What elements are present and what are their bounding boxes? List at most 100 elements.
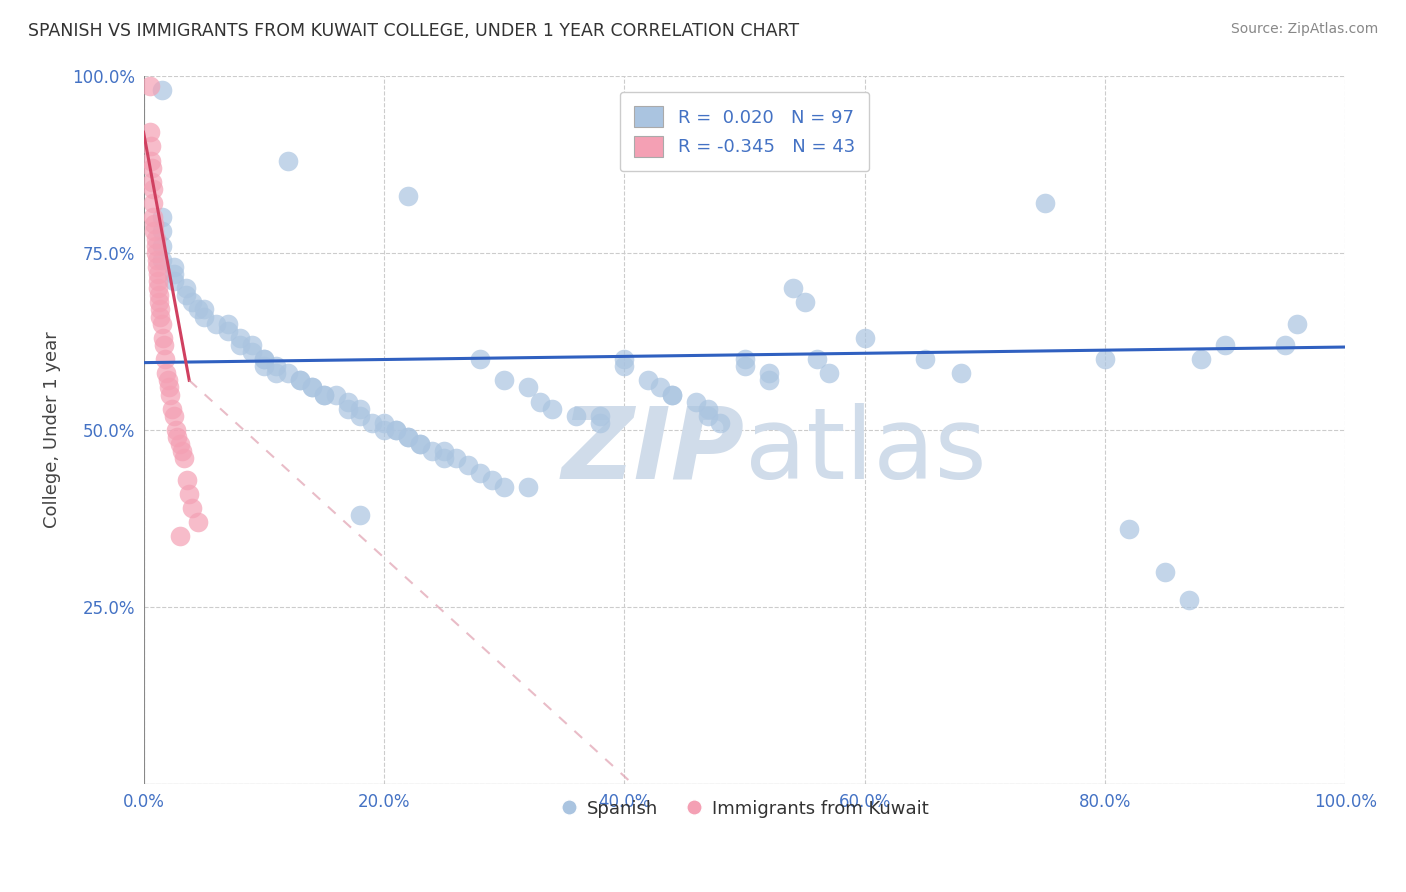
Point bbox=[166, 430, 188, 444]
Text: Source: ZipAtlas.com: Source: ZipAtlas.com bbox=[1230, 22, 1378, 37]
Point bbox=[155, 366, 177, 380]
Point bbox=[148, 295, 170, 310]
Point bbox=[157, 380, 180, 394]
Point bbox=[288, 373, 311, 387]
Point bbox=[433, 451, 456, 466]
Point bbox=[264, 366, 287, 380]
Point bbox=[697, 409, 720, 423]
Point bbox=[758, 373, 780, 387]
Point bbox=[253, 352, 276, 367]
Point bbox=[734, 352, 756, 367]
Point bbox=[301, 380, 323, 394]
Point bbox=[385, 423, 408, 437]
Point bbox=[1154, 565, 1177, 579]
Point bbox=[141, 175, 163, 189]
Point bbox=[148, 288, 170, 302]
Text: ZIP: ZIP bbox=[561, 403, 745, 500]
Point bbox=[1178, 593, 1201, 607]
Point bbox=[142, 211, 165, 225]
Point bbox=[150, 225, 173, 239]
Point bbox=[697, 401, 720, 416]
Point bbox=[150, 83, 173, 97]
Point bbox=[138, 125, 160, 139]
Point bbox=[433, 444, 456, 458]
Point bbox=[373, 416, 395, 430]
Point bbox=[1094, 352, 1116, 367]
Point bbox=[146, 267, 169, 281]
Point bbox=[187, 302, 209, 317]
Point bbox=[150, 317, 173, 331]
Point bbox=[481, 473, 503, 487]
Point bbox=[1118, 522, 1140, 536]
Point bbox=[193, 310, 215, 324]
Point bbox=[162, 267, 184, 281]
Point bbox=[734, 359, 756, 374]
Point bbox=[589, 409, 612, 423]
Point bbox=[782, 281, 804, 295]
Point bbox=[853, 331, 876, 345]
Text: atlas: atlas bbox=[745, 403, 986, 500]
Point bbox=[153, 338, 176, 352]
Point bbox=[146, 252, 169, 267]
Point bbox=[468, 352, 491, 367]
Point bbox=[174, 281, 197, 295]
Point bbox=[613, 352, 636, 367]
Point bbox=[336, 394, 359, 409]
Point bbox=[141, 161, 163, 175]
Point bbox=[637, 373, 659, 387]
Point bbox=[173, 451, 195, 466]
Point bbox=[914, 352, 936, 367]
Point bbox=[145, 238, 167, 252]
Point bbox=[468, 466, 491, 480]
Point bbox=[373, 423, 395, 437]
Point bbox=[253, 352, 276, 367]
Point bbox=[409, 437, 432, 451]
Point bbox=[949, 366, 972, 380]
Point bbox=[349, 409, 371, 423]
Point bbox=[150, 211, 173, 225]
Point bbox=[517, 480, 540, 494]
Point bbox=[444, 451, 467, 466]
Point bbox=[494, 480, 516, 494]
Point bbox=[277, 366, 299, 380]
Point bbox=[817, 366, 839, 380]
Point bbox=[685, 394, 707, 409]
Point bbox=[180, 295, 202, 310]
Point bbox=[162, 260, 184, 274]
Point bbox=[143, 225, 166, 239]
Point bbox=[336, 401, 359, 416]
Point bbox=[150, 252, 173, 267]
Point bbox=[312, 387, 335, 401]
Point bbox=[517, 380, 540, 394]
Point bbox=[1213, 338, 1236, 352]
Point bbox=[138, 79, 160, 94]
Point bbox=[409, 437, 432, 451]
Point bbox=[709, 416, 731, 430]
Point bbox=[1189, 352, 1212, 367]
Point bbox=[169, 437, 191, 451]
Point bbox=[156, 373, 179, 387]
Point bbox=[589, 416, 612, 430]
Point bbox=[142, 196, 165, 211]
Point bbox=[565, 409, 588, 423]
Point bbox=[1286, 317, 1309, 331]
Point bbox=[179, 487, 201, 501]
Point bbox=[385, 423, 408, 437]
Point bbox=[204, 317, 226, 331]
Point bbox=[150, 238, 173, 252]
Point bbox=[661, 387, 683, 401]
Point bbox=[228, 338, 250, 352]
Point bbox=[145, 231, 167, 245]
Point bbox=[1274, 338, 1296, 352]
Point bbox=[240, 338, 263, 352]
Point bbox=[277, 153, 299, 168]
Point bbox=[176, 473, 198, 487]
Point bbox=[142, 182, 165, 196]
Point bbox=[529, 394, 551, 409]
Point bbox=[457, 458, 479, 473]
Point bbox=[165, 423, 187, 437]
Text: SPANISH VS IMMIGRANTS FROM KUWAIT COLLEGE, UNDER 1 YEAR CORRELATION CHART: SPANISH VS IMMIGRANTS FROM KUWAIT COLLEG… bbox=[28, 22, 799, 40]
Point bbox=[139, 139, 162, 153]
Point bbox=[180, 500, 202, 515]
Y-axis label: College, Under 1 year: College, Under 1 year bbox=[44, 332, 60, 528]
